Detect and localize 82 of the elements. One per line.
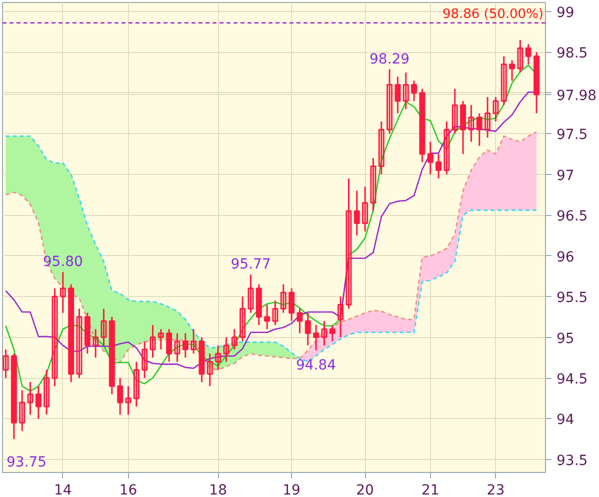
- candlestick: [411, 80, 418, 102]
- annotation: 95.77: [230, 256, 271, 273]
- candlestick: [117, 377, 124, 416]
- candlestick: [329, 324, 336, 342]
- candlestick: [240, 296, 246, 342]
- x-tick-label: 23: [486, 482, 505, 497]
- candlestick: [468, 104, 474, 143]
- y-tick-label: 97: [556, 168, 574, 184]
- candlestick: [27, 381, 34, 416]
- candlestick: [19, 389, 26, 432]
- x-tick-label: 14: [54, 482, 72, 497]
- candlestick: [60, 271, 66, 314]
- candlestick: [2, 348, 9, 379]
- candlestick: [125, 385, 132, 416]
- candlestick: [166, 328, 172, 362]
- candlestick: [338, 296, 344, 338]
- candlestick: [402, 72, 409, 110]
- candlestick: [525, 43, 532, 66]
- candlestick: [100, 308, 107, 346]
- candlestick: [452, 88, 458, 134]
- candlestick: [158, 328, 164, 350]
- x-tick-label: 20: [356, 482, 374, 497]
- x-tick-label: 19: [282, 482, 300, 497]
- candlestick: [321, 320, 328, 346]
- candlestick: [378, 120, 384, 176]
- candlestick: [133, 360, 140, 408]
- candlestick: [231, 328, 238, 350]
- y-tick-label: 94.5: [556, 372, 588, 388]
- candlestick: [288, 288, 295, 322]
- candlestick: [436, 153, 442, 180]
- y-tick-label: 97.98: [556, 88, 597, 104]
- candlestick: [394, 76, 401, 114]
- candlestick: [386, 68, 393, 134]
- annotation: 94.84: [296, 357, 336, 374]
- candlestick: [44, 369, 50, 416]
- candlestick: [476, 112, 482, 147]
- candlestick: [304, 312, 311, 346]
- y-tick-label: 96: [556, 249, 574, 266]
- candlestick: [142, 340, 148, 379]
- candlestick: [313, 324, 320, 352]
- x-tick-label: 16: [119, 482, 138, 497]
- candlestick: [492, 96, 499, 122]
- candlestick: [264, 304, 270, 330]
- candlestick: [35, 385, 42, 420]
- candlestick: [362, 186, 368, 232]
- y-tick-label: 94: [556, 412, 574, 428]
- candlestick: [92, 328, 99, 358]
- annotation: 95.80: [42, 254, 83, 270]
- y-tick-label: 96.5: [556, 208, 588, 225]
- candlestick: [370, 157, 376, 212]
- candlestick: [484, 96, 491, 138]
- candlestick: [296, 308, 303, 334]
- x-tick-label: 21: [421, 482, 440, 497]
- x-tick-label: 18: [209, 482, 227, 497]
- candlestick: [174, 332, 180, 362]
- candlestick: [52, 288, 58, 387]
- y-tick-label: 98.5: [556, 46, 588, 62]
- candlestick: [280, 284, 286, 314]
- candlestick: [206, 352, 213, 387]
- y-tick-label: 93.5: [556, 452, 588, 469]
- y-tick-label: 95.5: [556, 290, 588, 306]
- candlestick: [517, 39, 524, 74]
- y-tick-label: 99: [556, 4, 574, 21]
- annotation: 93.75: [6, 454, 47, 470]
- candlestick: [444, 120, 450, 176]
- candlestick: [509, 60, 516, 82]
- candlestick: [500, 56, 507, 106]
- candlestick: [182, 332, 188, 358]
- candlestick: [248, 274, 254, 314]
- y-tick-label: 97.5: [556, 127, 588, 144]
- annotation: 98.29: [370, 51, 410, 68]
- candlestick: [215, 344, 222, 371]
- y-tick-label: 95: [556, 330, 574, 347]
- ref-line-label: 98.86 (50.00%): [442, 6, 544, 22]
- candlestick: [354, 190, 360, 236]
- candlestick: [346, 178, 352, 310]
- candlestick: [427, 141, 434, 176]
- candlestick: [272, 300, 278, 326]
- candlestick: [150, 324, 156, 358]
- candlestick: [76, 308, 82, 379]
- candlestick: [190, 328, 197, 354]
- candlestick: [223, 336, 230, 362]
